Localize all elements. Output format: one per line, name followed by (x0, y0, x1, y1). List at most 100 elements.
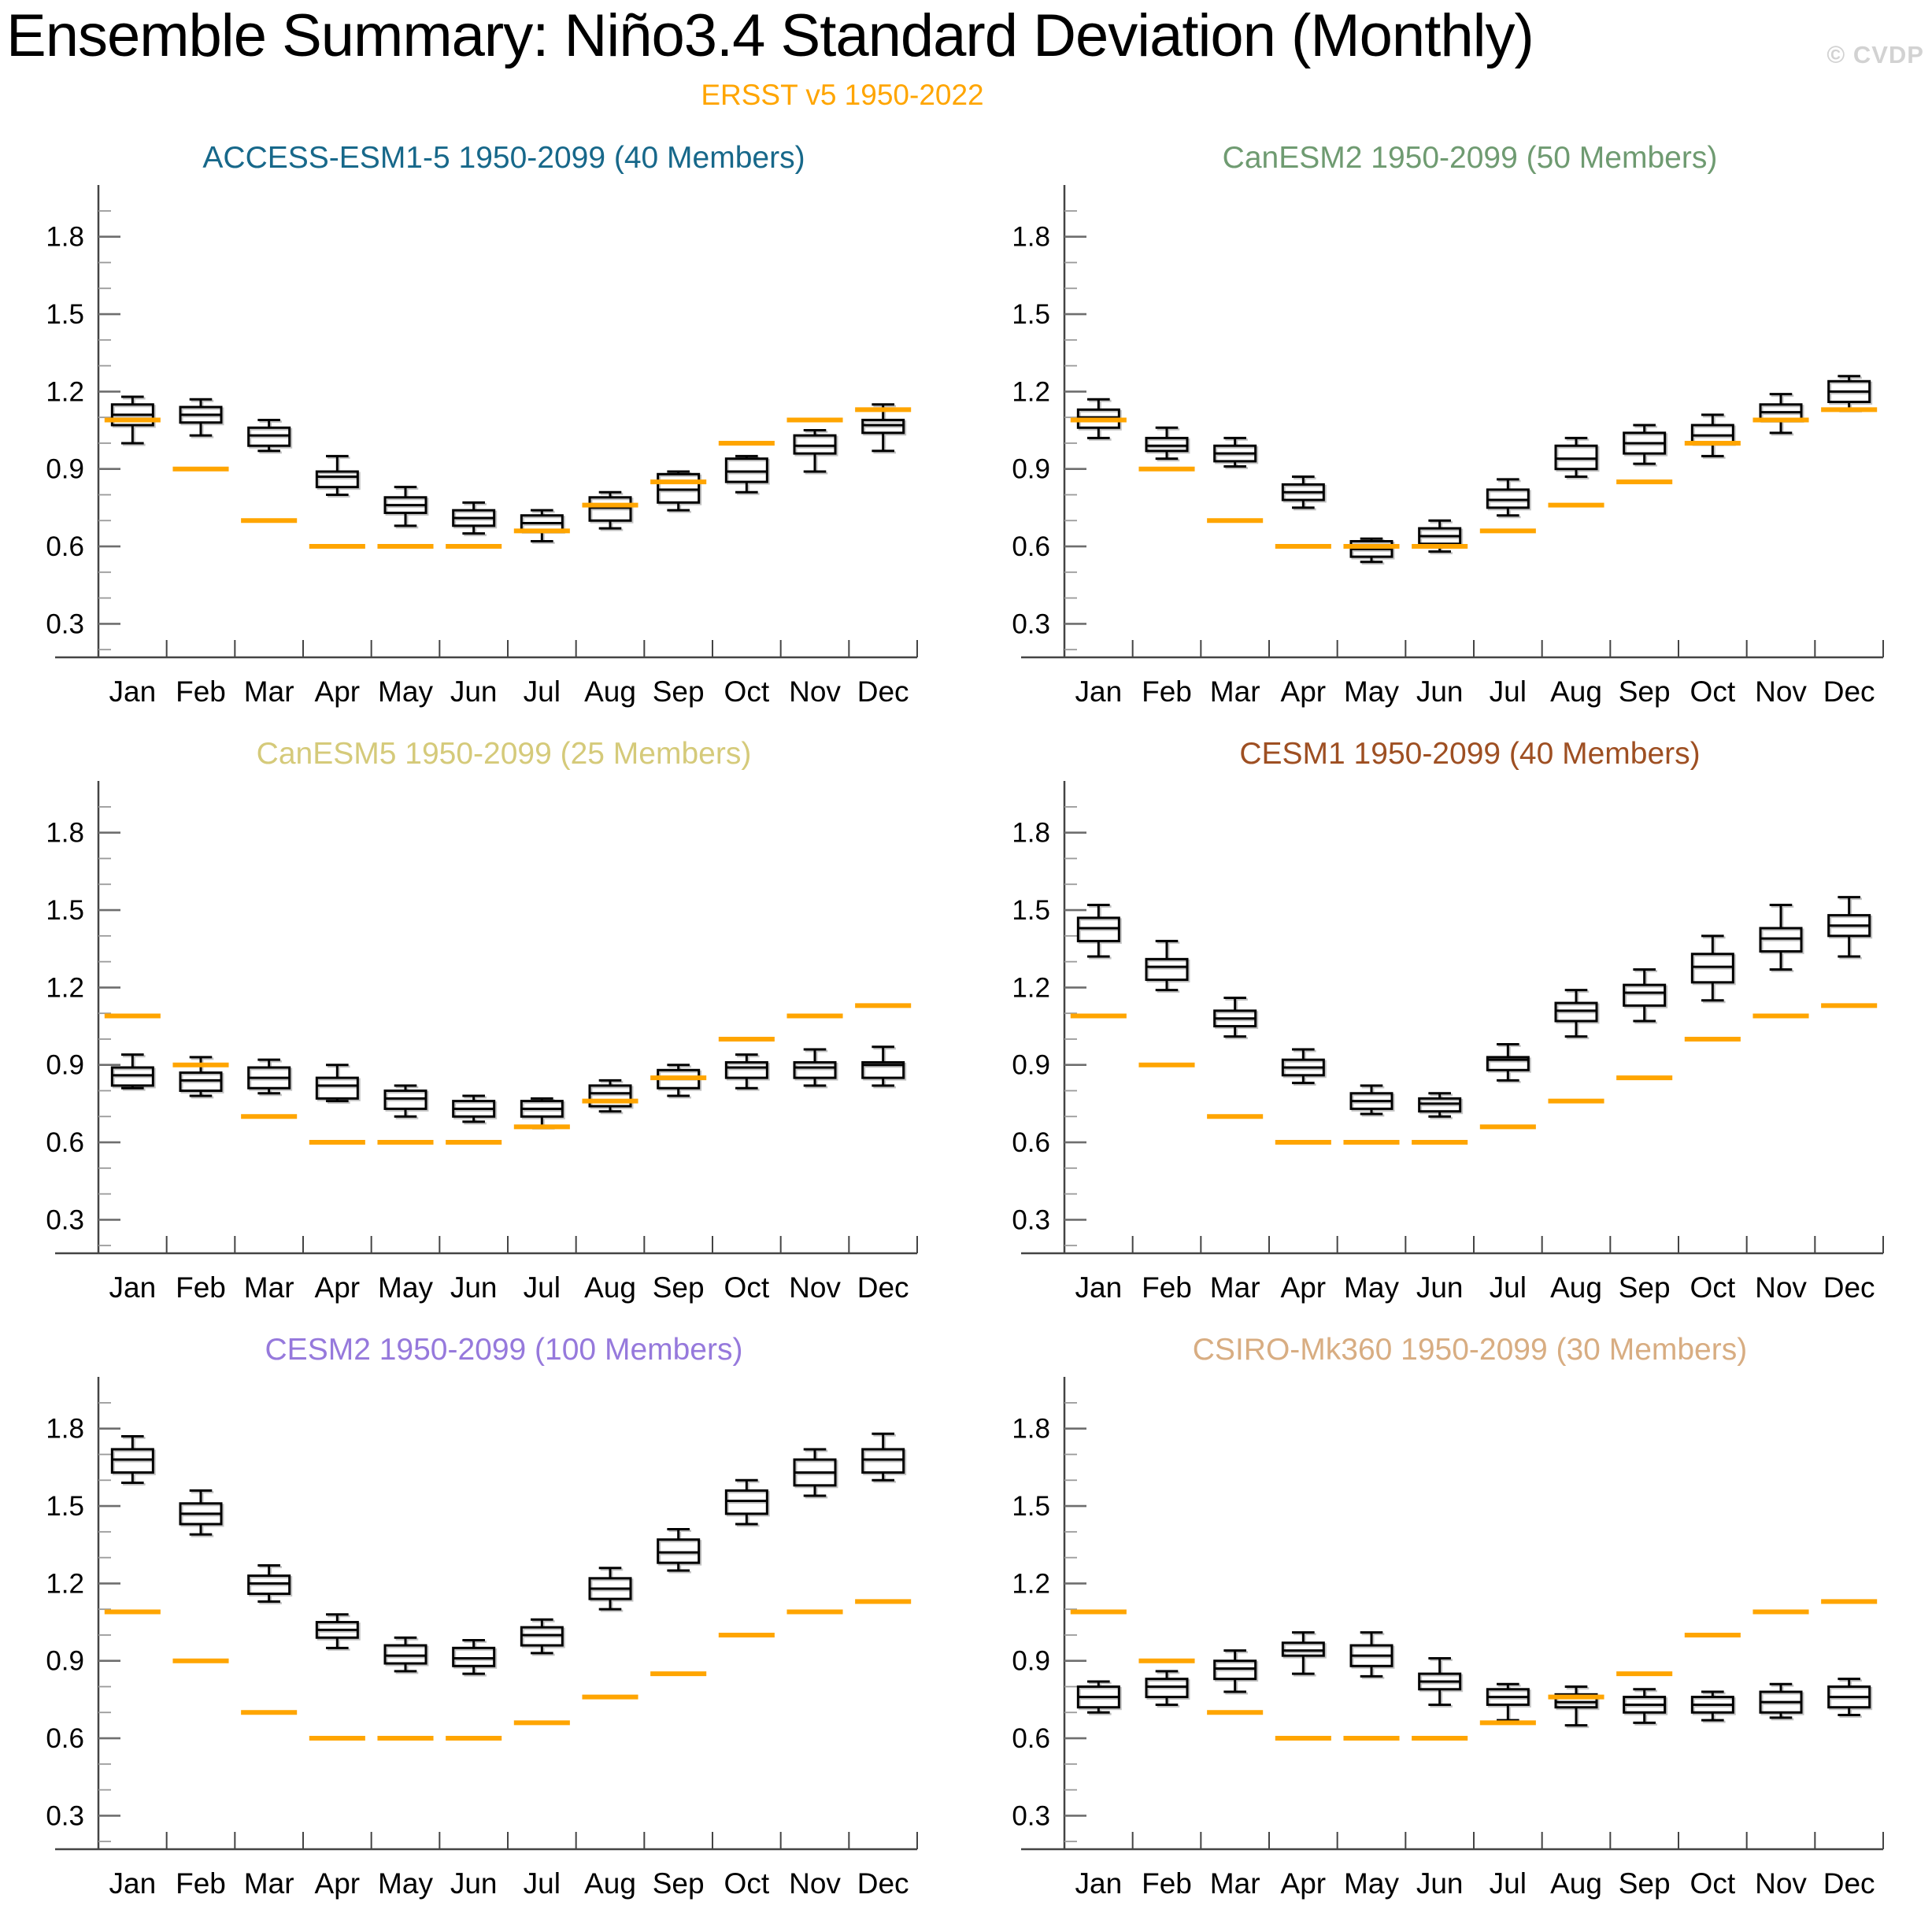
month-label: Dec (857, 1271, 909, 1304)
iqr-box (1554, 1693, 1598, 1709)
boxplot-mar (247, 1563, 291, 1603)
y-tick-label: 1.2 (1012, 972, 1050, 1003)
iqr-box (657, 1538, 701, 1564)
month-label: Nov (1755, 1867, 1807, 1900)
observation-subtitle: ERSST v5 1950-2022 (701, 79, 984, 111)
month-label: Oct (1690, 1867, 1736, 1900)
panel-title: CanESM5 1950-2099 (25 Members) (256, 737, 752, 771)
y-tick-label: 1.2 (1012, 1568, 1050, 1599)
month-label: Jun (450, 675, 498, 708)
iqr-box (110, 1066, 154, 1087)
month-label: Sep (1619, 1867, 1671, 1900)
boxplot-may (1349, 537, 1393, 564)
boxplot-dec (1827, 1678, 1871, 1717)
month-label: Apr (315, 675, 361, 708)
month-label: Mar (1210, 1867, 1260, 1900)
y-tick-label: 0.9 (1012, 454, 1050, 485)
iqr-box (1145, 436, 1189, 453)
month-label: Jun (450, 1271, 498, 1304)
month-label: Nov (789, 675, 841, 708)
y-tick-label: 0.3 (46, 1204, 84, 1235)
boxplot-sep (657, 1064, 701, 1097)
month-label: Jul (524, 1867, 561, 1900)
month-label: Dec (1823, 1867, 1875, 1900)
month-label: Jun (450, 1867, 498, 1900)
month-label: Jan (1075, 675, 1123, 708)
boxplot-jun (452, 1094, 496, 1123)
boxplot-jul (1486, 1682, 1530, 1722)
month-label: Jan (1075, 1867, 1123, 1900)
month-label: Feb (1142, 1271, 1192, 1304)
boxplot-may (1349, 1631, 1393, 1678)
month-label: Oct (724, 1271, 770, 1304)
month-label: Oct (1690, 1271, 1736, 1304)
panel-canesm2: CanESM2 1950-2099 (50 Members) 0.3 0.6 0.9… (966, 135, 1932, 731)
iqr-box (1623, 983, 1667, 1007)
boxplot-chart-canesm2: 0.3 0.6 0.9 1.2 1.5 1.8 Jan Feb Mar Apr May Jun Jul A… (1012, 185, 1884, 708)
boxplot-sep (1623, 968, 1667, 1023)
y-tick-label: 0.9 (46, 1646, 84, 1677)
month-label: May (378, 675, 433, 708)
iqr-box (383, 1090, 427, 1110)
month-label: Jun (1416, 675, 1464, 708)
iqr-box (315, 470, 359, 489)
y-tick-label: 1.5 (1012, 299, 1050, 330)
boxplot-apr (315, 1064, 359, 1103)
y-tick-label: 0.3 (1012, 1800, 1050, 1831)
y-tick-label: 1.2 (46, 376, 84, 407)
month-label: Jul (1490, 1271, 1527, 1304)
panel-title: ACCESS-ESM1-5 1950-2099 (40 Members) (202, 141, 805, 175)
month-label: Sep (1619, 675, 1671, 708)
month-label: Sep (653, 1867, 705, 1900)
month-label: Dec (857, 675, 909, 708)
y-tick-label: 1.5 (1012, 895, 1050, 926)
boxplot-jun (452, 501, 496, 535)
iqr-box (793, 1060, 837, 1079)
iqr-box (1690, 424, 1734, 445)
boxplot-oct (724, 1053, 768, 1090)
boxplot-jun (1418, 1656, 1462, 1706)
cvdp-watermark: © CVDP (1827, 41, 1924, 68)
boxplot-aug (588, 490, 632, 530)
y-tick-label: 0.3 (1012, 1204, 1050, 1235)
boxplot-feb (1145, 939, 1189, 992)
panel-cesm1: CESM1 1950-2099 (40 Members) 0.3 0.6 0.9 1.… (966, 731, 1932, 1327)
month-label: Aug (1550, 1867, 1602, 1900)
y-tick-label: 0.3 (46, 609, 84, 639)
boxplot-apr (1281, 475, 1325, 509)
y-tick-label: 0.6 (1012, 1127, 1050, 1158)
panel-grid: ACCESS-ESM1-5 1950-2099 (40 Members) 0.3… (0, 135, 1932, 1923)
month-label: Mar (244, 1867, 294, 1900)
boxplot-jan (110, 1053, 154, 1090)
iqr-box (110, 1448, 154, 1474)
month-label: Apr (315, 1271, 361, 1304)
month-label: May (378, 1271, 433, 1304)
iqr-box (520, 1626, 564, 1647)
boxplot-chart-canesm5: 0.3 0.6 0.9 1.2 1.5 1.8 Jan Feb Mar Apr May Jun Jul A… (46, 781, 918, 1304)
y-tick-label: 1.8 (46, 1414, 84, 1445)
iqr-box (861, 1448, 905, 1474)
boxplot-aug (1554, 436, 1598, 479)
month-label: Aug (584, 675, 636, 708)
boxplot-jan (1076, 904, 1120, 958)
boxplot-chart-access-esm1-5: 0.3 0.6 0.9 1.2 1.5 1.8 Jan Feb Mar Apr May Jun Jul A… (46, 185, 918, 708)
boxplot-oct (1690, 1690, 1734, 1722)
boxplot-may (383, 1636, 427, 1673)
iqr-box (1554, 1001, 1598, 1023)
boxplot-aug (1554, 989, 1598, 1038)
month-label: Feb (176, 1271, 226, 1304)
iqr-box (793, 434, 837, 455)
panel-title: CSIRO-Mk360 1950-2099 (30 Members) (1192, 1333, 1748, 1367)
month-label: Mar (244, 1271, 294, 1304)
boxplot-apr (1281, 1048, 1325, 1085)
y-tick-label: 1.8 (1012, 818, 1050, 849)
iqr-box (588, 496, 632, 522)
y-tick-label: 1.5 (46, 299, 84, 330)
iqr-box (1486, 488, 1530, 509)
month-label: Nov (1755, 675, 1807, 708)
iqr-box (1690, 953, 1734, 984)
iqr-box (1145, 957, 1189, 982)
boxplot-feb (1145, 426, 1189, 461)
month-label: Apr (1281, 675, 1327, 708)
